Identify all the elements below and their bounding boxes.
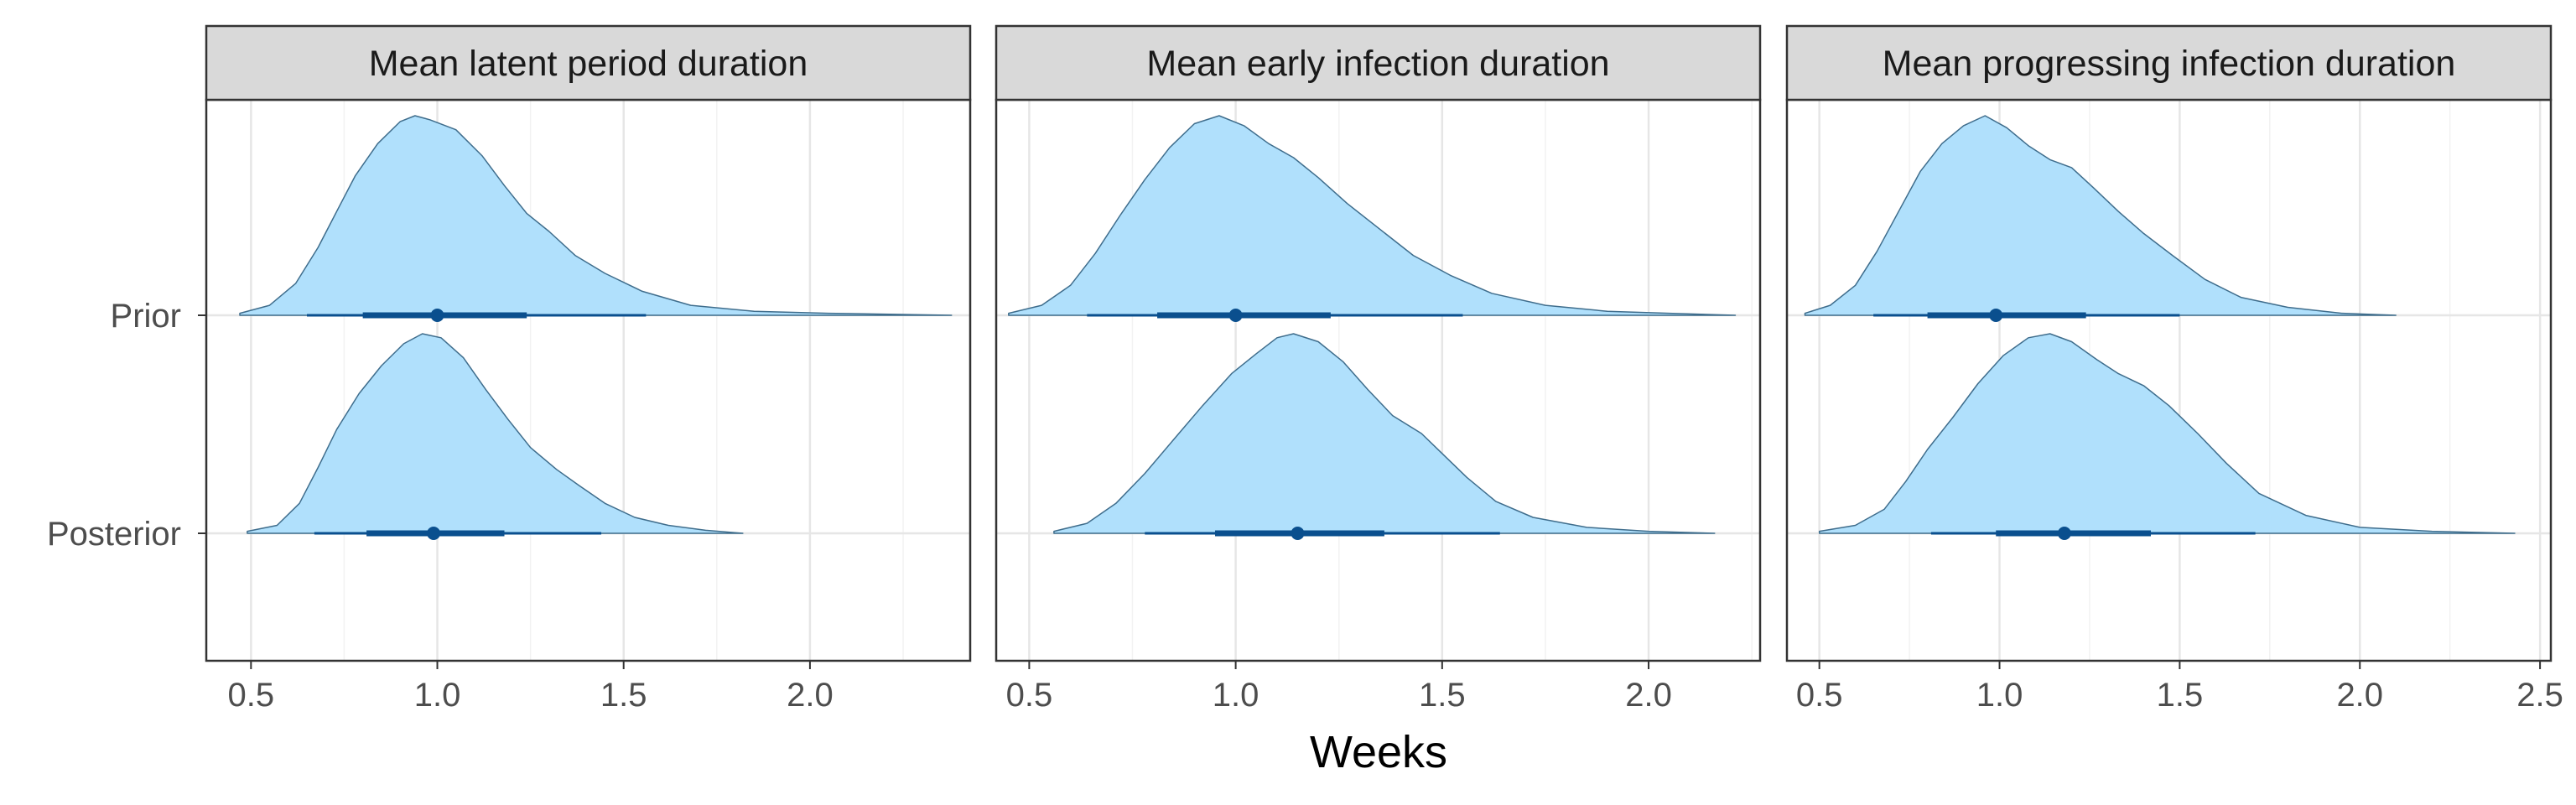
x-tick-label: 0.5 [1796,677,1843,714]
median-point-posterior [2057,527,2071,540]
x-axis-title: Weeks [1310,727,1447,777]
x-tick-label: 1.5 [1419,677,1466,714]
median-point-prior [1989,309,2003,322]
density-posterior [247,333,744,534]
facet-panel: Mean latent period duration 0.5 1.0 1.5 2.0 [205,24,972,714]
facet-panel: Mean early infection duration 0.5 1.0 1.5 2.… [995,24,1762,714]
x-tick-label: 1.5 [2157,677,2204,714]
panel-body [1804,115,2516,540]
x-tick-label: 1.0 [1976,677,2023,714]
panel-title: Mean progressing infection duration [1883,44,2456,84]
panel-background [996,100,1760,661]
density-prior [1008,115,1737,316]
strip-background [1785,24,2553,101]
x-tick-label: 1.0 [414,677,461,714]
panel-body [1008,115,1737,540]
density-prior [1804,115,2397,316]
x-tick-label: 2.5 [2516,677,2563,714]
facet-panel: Mean progressing infection duration 0.5 1.… [1785,24,2563,714]
x-tick-label: 1.0 [1213,677,1259,714]
panel-background [1787,100,2551,661]
x-tick-label: 2.0 [1625,677,1672,714]
panel-title: Mean early infection duration [1146,44,1609,84]
x-tick-label: 2.0 [787,677,834,714]
density-posterior [1053,333,1716,534]
x-tick-label: 0.5 [228,677,275,714]
x-tick-label: 2.0 [2336,677,2383,714]
median-point-prior [1228,309,1243,322]
y-axis-labels: Prior Posterior [47,298,206,553]
panel-body [239,115,953,540]
y-tick-label: Prior [111,298,181,335]
median-point-posterior [427,527,441,540]
minor-gridlines [343,100,904,661]
x-tick-label: 0.5 [1006,677,1053,714]
panel-title: Mean latent period duration [369,44,808,84]
median-point-posterior [1291,527,1305,540]
y-tick-label: Posterior [47,516,181,553]
strip-background [995,24,1762,101]
panel-background [206,100,970,661]
x-tick-label: 1.5 [600,677,647,714]
median-point-prior [430,309,444,322]
density-prior [239,115,953,316]
density-posterior [1818,333,2516,534]
strip-background [205,24,972,101]
